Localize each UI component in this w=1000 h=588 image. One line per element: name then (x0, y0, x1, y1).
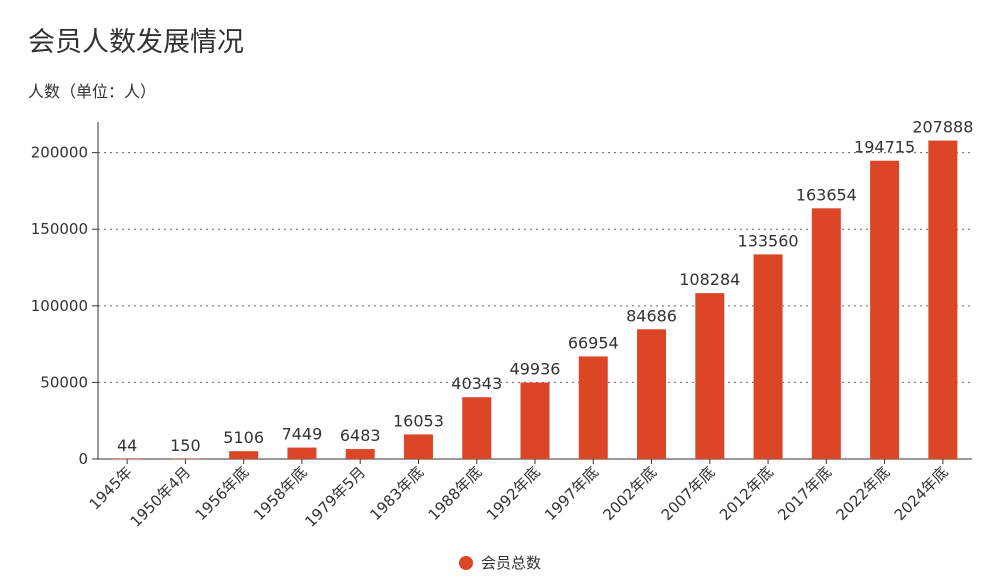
y-tick-label: 0 (78, 450, 88, 468)
x-tick-label: 1979年5月 (301, 463, 369, 531)
data-label: 44 (117, 436, 137, 455)
bar[interactable] (753, 254, 783, 459)
chart-title: 会员人数发展情况 (28, 27, 244, 58)
y-tick-label: 200000 (31, 144, 88, 162)
data-label: 5106 (223, 428, 264, 447)
data-label: 49936 (510, 360, 561, 379)
x-tick-label: 2007年底 (658, 463, 719, 524)
x-tick-label: 1988年底 (425, 463, 486, 524)
bar[interactable] (170, 458, 200, 460)
bar[interactable] (811, 208, 841, 459)
y-tick-label: 50000 (40, 373, 88, 391)
x-tick-label: 1950年4月 (127, 463, 195, 531)
data-label: 194715 (854, 138, 915, 157)
y-tick-label: 100000 (31, 297, 88, 315)
bar[interactable] (403, 434, 433, 459)
x-tick-label: 1956年底 (192, 463, 253, 524)
axis-layer: 0 50000 100000 150000 200000 (31, 122, 972, 468)
x-tick-label: 2024年底 (891, 463, 952, 524)
data-label: 207888 (912, 118, 973, 137)
data-label: 40343 (451, 374, 502, 393)
grid-layer (98, 152, 972, 383)
x-tick-label: 1992年底 (483, 463, 544, 524)
data-label: 84686 (626, 306, 677, 325)
bar[interactable] (462, 397, 492, 459)
bar[interactable] (578, 356, 608, 459)
bar[interactable] (112, 458, 142, 460)
bar[interactable] (345, 449, 375, 459)
data-label: 163654 (796, 185, 857, 204)
bar[interactable] (287, 447, 317, 459)
x-tick-label: 1997年底 (541, 463, 602, 524)
data-label: 108284 (679, 270, 740, 289)
bar-layer (112, 140, 958, 460)
y-tick-label: 150000 (31, 220, 88, 238)
bar[interactable] (520, 382, 550, 459)
legend-label: 会员总数 (480, 554, 541, 572)
x-tick-label: 1983年底 (366, 463, 427, 524)
x-tick-label: 1945年 (86, 463, 136, 513)
bar[interactable] (870, 160, 900, 459)
bar[interactable] (928, 140, 958, 459)
legend[interactable]: 会员总数 (0, 552, 1000, 573)
x-tick-label: 2017年底 (774, 463, 835, 524)
data-label: 6483 (340, 426, 381, 445)
bar[interactable] (229, 451, 259, 459)
legend-swatch-icon (458, 555, 473, 570)
data-label: 7449 (282, 425, 323, 444)
x-tick-label: 2022年底 (832, 463, 893, 524)
y-axis-label: 人数（单位：人） (28, 82, 157, 101)
data-label: 133560 (738, 231, 799, 250)
data-label: 150 (170, 436, 201, 455)
x-tick-label: 2002年底 (599, 463, 660, 524)
x-tick-label: 2012年底 (716, 463, 777, 524)
data-label: 16053 (393, 411, 444, 430)
bar[interactable] (637, 329, 667, 459)
data-label: 66954 (568, 333, 619, 352)
bar[interactable] (695, 293, 725, 459)
x-tick-label: 1958年底 (250, 463, 311, 524)
